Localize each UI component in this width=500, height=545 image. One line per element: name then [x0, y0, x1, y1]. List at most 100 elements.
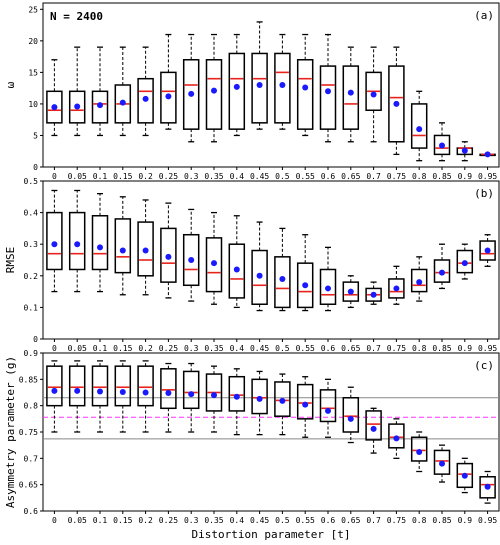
iqr-box: [68, 211, 86, 271]
y-tick-label: 0.6: [24, 507, 39, 516]
iqr-box: [251, 52, 268, 124]
mean-point: [484, 247, 491, 254]
mean-point: [188, 257, 195, 263]
x-tick-label: 0.1: [93, 516, 108, 525]
box-0.4: 0.4: [228, 33, 246, 181]
x-tick-label: 0.85: [432, 344, 451, 353]
box-0.55: 0.55: [296, 234, 315, 353]
iqr-box: [410, 268, 428, 293]
iqr-box: [228, 52, 246, 130]
box-0.25: 0.25: [159, 202, 178, 353]
box-0.45: 0.45: [250, 370, 269, 525]
x-tick-label: 0.05: [68, 516, 87, 525]
box-0.45: 0.45: [250, 221, 269, 353]
mean-point: [416, 449, 423, 456]
mean-point: [347, 415, 354, 422]
x-tick-label: 0.4: [230, 344, 245, 353]
x-tick-label: 0.95: [478, 172, 497, 181]
x-tick-label: 0.85: [432, 516, 451, 525]
box-0.35: 0.35: [204, 33, 224, 181]
box-0.55: 0.55: [296, 33, 315, 181]
x-tick-label: 0.25: [159, 344, 178, 353]
box-0.15: 0.15: [113, 196, 133, 353]
mean-point: [97, 102, 103, 109]
x-tick-label: 0.3: [184, 344, 199, 353]
iqr-box: [182, 233, 200, 287]
x-tick-label: 0.6: [321, 172, 336, 181]
box-0.8: 0.8: [410, 90, 428, 181]
iqr-box: [296, 383, 314, 420]
mean-point: [279, 397, 286, 404]
x-tick-label: 0.6: [321, 516, 336, 525]
box-0.7: 0.7: [365, 46, 382, 181]
x-tick-label: 0.45: [250, 344, 269, 353]
y-tick-label: 0.85: [19, 375, 38, 384]
box-0: 0: [46, 360, 63, 525]
y-tick-label: 0.65: [19, 481, 38, 490]
mean-point: [325, 88, 331, 95]
box-0.6: 0.6: [319, 378, 337, 525]
box-0.2: 0.2: [137, 46, 154, 181]
mean-point: [51, 104, 58, 111]
box-0.9: 0.9: [456, 243, 474, 353]
box-0: 0: [46, 189, 63, 353]
iqr-box: [433, 134, 451, 156]
mean-point: [439, 142, 445, 149]
iqr-box: [68, 90, 86, 124]
iqr-box: [228, 375, 246, 412]
mean-point: [119, 99, 126, 106]
x-tick-label: 0.8: [412, 172, 427, 181]
mean-point: [347, 288, 354, 295]
x-tick-label: 0.6: [321, 344, 336, 353]
x-tick-label: 0.9: [458, 172, 473, 181]
y-tick-label: 0.5: [24, 177, 39, 186]
x-tick-label: 0.45: [250, 516, 269, 525]
x-tick-label: 0.35: [204, 344, 223, 353]
y-tick-label: 5: [33, 131, 38, 140]
iqr-box: [46, 211, 63, 271]
mean-point: [97, 388, 103, 395]
box-0.8: 0.8: [410, 431, 428, 525]
mean-point: [393, 285, 400, 292]
box-0.9: 0.9: [456, 457, 474, 525]
x-tick-label: 0.55: [296, 344, 315, 353]
iqr-box: [160, 227, 177, 283]
mean-point: [233, 393, 240, 400]
x-tick-label: 0.15: [113, 516, 132, 525]
x-tick-label: 0.1: [93, 172, 108, 181]
box-0.55: 0.55: [296, 376, 315, 525]
mean-point: [302, 84, 309, 91]
iqr-box: [388, 278, 405, 299]
mean-point: [484, 483, 491, 490]
mean-point: [416, 279, 423, 286]
iqr-box: [388, 423, 405, 449]
y-tick-label: 0.8: [24, 402, 39, 411]
mean-point: [325, 407, 331, 414]
mean-point: [119, 247, 126, 254]
mean-point: [325, 285, 331, 292]
box-0.95: 0.95: [478, 151, 497, 181]
mean-point: [233, 266, 240, 273]
mean-point: [279, 82, 286, 88]
box-0.7: 0.7: [365, 407, 382, 525]
box-0.95: 0.95: [478, 470, 497, 525]
iqr-box: [182, 59, 200, 130]
mean-point: [347, 89, 354, 96]
iqr-box: [114, 218, 132, 274]
box-0: 0: [46, 59, 63, 181]
iqr-box: [479, 240, 496, 261]
box-0.85: 0.85: [432, 243, 452, 353]
mean-point: [188, 391, 195, 398]
mean-point: [393, 100, 400, 107]
mean-point: [74, 103, 81, 110]
box-0.2: 0.2: [137, 199, 154, 353]
mean-point: [256, 82, 263, 88]
panel-label: (c): [474, 359, 494, 372]
y-tick-label: 0.1: [24, 303, 39, 312]
y-axis-title: ω: [4, 81, 17, 88]
y-tick-label: 0.7: [24, 454, 39, 463]
iqr-box: [274, 381, 291, 417]
x-tick-label: 0.9: [458, 344, 473, 353]
x-tick-label: 0.75: [387, 344, 406, 353]
y-tick-label: 0: [33, 335, 38, 344]
